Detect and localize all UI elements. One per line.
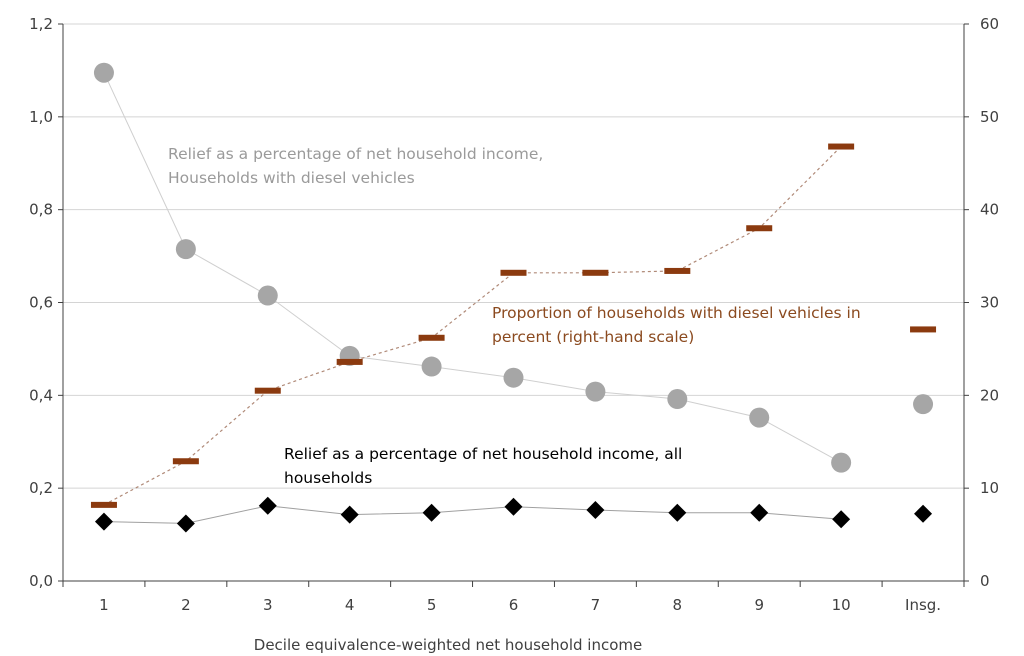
data-point [504, 497, 523, 516]
data-point [90, 501, 117, 508]
data-point [258, 496, 277, 515]
x-axis-tick-label: Insg. [905, 596, 941, 614]
annotation-line: households [284, 469, 372, 487]
data-point [585, 381, 606, 402]
x-axis-tick-label: 5 [427, 596, 437, 614]
data-point [500, 269, 527, 276]
right-axis-tick-label: 0 [980, 572, 990, 590]
right-axis-tick-label: 60 [980, 15, 999, 33]
data-point [94, 512, 113, 531]
annotation-diesel-relief: Relief as a percentage of net household … [168, 145, 543, 187]
data-point [832, 510, 851, 529]
left-axis-tick-label: 0,0 [29, 572, 53, 590]
data-point [914, 504, 933, 523]
right-axis-tick-labels: 0 10 20 30 40 50 60 [980, 15, 999, 590]
gridlines [63, 23, 964, 489]
series-circle [93, 62, 934, 473]
x-axis-tick-labels: 1 2 3 4 5 6 7 8 9 10 Insg. [99, 596, 941, 614]
x-axis-tick-label: 8 [673, 596, 683, 614]
left-axis-tick-label: 0,6 [29, 294, 53, 312]
data-point [418, 334, 445, 341]
data-point [749, 407, 770, 428]
data-point [422, 503, 441, 522]
data-point [172, 458, 199, 465]
data-point [828, 143, 855, 150]
annotation-line: Relief as a percentage of net household … [284, 445, 682, 463]
data-point [582, 269, 609, 276]
data-point [175, 239, 196, 260]
annotation-line: Households with diesel vehicles [168, 169, 415, 187]
data-point [831, 452, 852, 473]
annotation-line: Proportion of households with diesel veh… [492, 304, 861, 322]
data-point [336, 358, 363, 365]
annotation-line: percent (right-hand scale) [492, 328, 694, 346]
data-point [93, 62, 114, 83]
x-axis-tick-label: 1 [99, 596, 109, 614]
data-point [667, 389, 688, 410]
x-axis-tick-label: 6 [509, 596, 519, 614]
data-point [421, 356, 442, 377]
x-axis-tick-label: 2 [181, 596, 191, 614]
left-axis-tick-label: 0,8 [29, 201, 53, 219]
left-axis-tick-labels: 0,0 0,2 0,4 0,6 0,8 1,0 1,2 [29, 15, 53, 590]
left-axis-tick-label: 0,2 [29, 479, 53, 497]
x-axis-title: Decile equivalence-weighted net househol… [254, 636, 642, 654]
x-axis-tick-label: 3 [263, 596, 273, 614]
x-axis-tick-label: 9 [754, 596, 764, 614]
x-axis-tick-label: 7 [591, 596, 601, 614]
data-point [746, 225, 773, 232]
series-dash [90, 143, 937, 508]
data-point [668, 503, 687, 522]
right-axis-tick-label: 10 [980, 479, 999, 497]
data-point [254, 387, 281, 394]
annotation-line: Relief as a percentage of net household … [168, 145, 543, 163]
data-point [586, 500, 605, 519]
data-point [176, 514, 195, 533]
right-axis-tick-label: 20 [980, 386, 999, 404]
right-axis-tick-label: 30 [980, 294, 999, 312]
series-line [103, 146, 842, 506]
series-line [103, 72, 842, 464]
data-point [257, 285, 278, 306]
series-layer [90, 62, 937, 533]
data-point [664, 267, 691, 274]
annotation-diesel-share: Proportion of households with diesel veh… [492, 304, 861, 346]
left-axis-tick-label: 1,0 [29, 108, 53, 126]
data-point [910, 326, 937, 333]
data-point [503, 367, 524, 388]
data-point [913, 394, 934, 415]
axes [58, 23, 969, 587]
series-diamond [94, 496, 933, 533]
data-point [750, 503, 769, 522]
x-axis-tick-label: 10 [832, 596, 851, 614]
left-axis-tick-label: 0,4 [29, 386, 53, 404]
right-axis-tick-label: 40 [980, 201, 999, 219]
right-axis-tick-label: 50 [980, 108, 999, 126]
x-axis-tick-label: 4 [345, 596, 355, 614]
series-line [103, 505, 842, 524]
annotation-all-households: Relief as a percentage of net household … [284, 445, 682, 487]
left-axis-tick-label: 1,2 [29, 15, 53, 33]
data-point [340, 505, 359, 524]
